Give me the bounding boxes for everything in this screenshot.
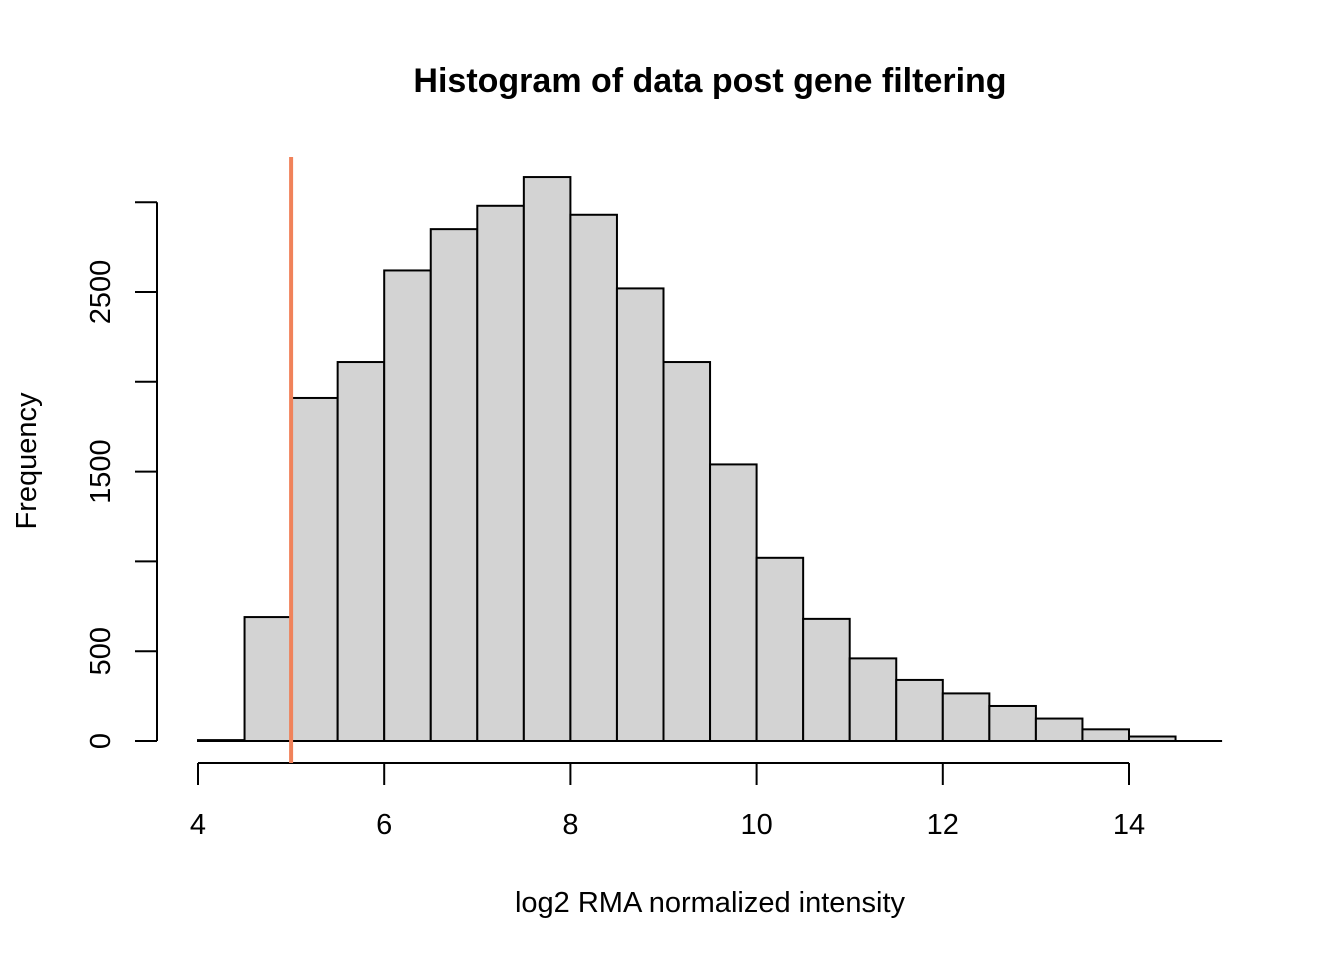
histogram-bar-15 [895, 678, 944, 742]
histogram-bar-19 [1081, 728, 1130, 742]
histogram-bar-13 [802, 617, 851, 743]
y-tick-label-0: 0 [85, 733, 117, 749]
histogram-bar-9 [615, 287, 665, 742]
x-tick-label-12: 12 [927, 809, 959, 841]
x-tick-label-10: 10 [740, 809, 772, 841]
histogram-bar-14 [848, 657, 898, 742]
histogram-bar-3 [336, 361, 386, 742]
chart-title: Histogram of data post gene filtering [413, 62, 1006, 100]
histogram-bar-17 [988, 704, 1037, 743]
x-axis: 4 6 8 10 12 14 [190, 762, 1145, 841]
x-tick-label-8: 8 [562, 809, 578, 841]
histogram-bar-4 [383, 269, 432, 742]
histogram-bars [197, 176, 1223, 743]
y-axis-label: Frequency [11, 392, 43, 530]
histogram-bar-18 [1034, 717, 1084, 742]
histogram-bar-8 [569, 213, 618, 743]
histogram-bar-5 [429, 228, 479, 742]
histogram-bar-16 [941, 692, 991, 743]
x-tick-label-4: 4 [190, 809, 206, 841]
x-tick-label-6: 6 [376, 809, 392, 841]
y-tick-label-2500: 2500 [85, 260, 117, 325]
x-axis-label: log2 RMA normalized intensity [515, 887, 906, 919]
y-axis: 0 500 1500 2500 [85, 201, 158, 749]
histogram-bar-11 [709, 463, 758, 742]
y-tick-label-500: 500 [85, 627, 117, 675]
histogram-bar-12 [755, 556, 805, 742]
histogram-bar-10 [662, 361, 712, 742]
y-tick-label-1500: 1500 [85, 439, 117, 504]
histogram-bar-2 [290, 396, 339, 742]
histogram-bar-6 [476, 204, 525, 743]
histogram-bar-7 [522, 176, 572, 742]
x-tick-label-14: 14 [1113, 809, 1145, 841]
histogram-bar-1 [243, 616, 293, 742]
